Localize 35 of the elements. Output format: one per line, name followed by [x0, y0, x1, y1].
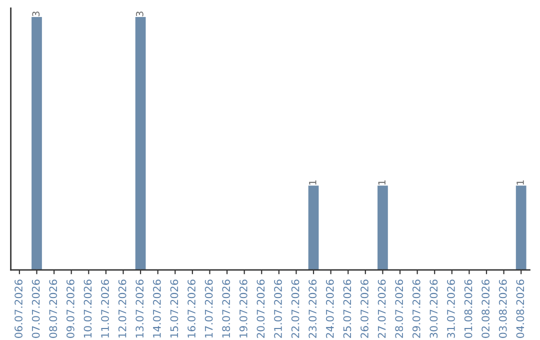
data-label: 3 — [136, 12, 144, 16]
x-tick-label: 10.07.2026 — [84, 280, 92, 338]
x-tick-label: 16.07.2026 — [188, 280, 196, 338]
x-tick-label: 02.08.2026 — [482, 280, 490, 338]
x-tick-label: 01.08.2026 — [464, 280, 472, 338]
x-tick-label: 19.07.2026 — [239, 280, 248, 338]
x-tick-label: 23.07.2026 — [308, 280, 317, 338]
data-label: 1 — [378, 180, 386, 185]
x-tick-label: 14.07.2026 — [152, 280, 161, 338]
x-tick-label: 11.07.2026 — [101, 280, 109, 338]
x-tick-label: 07.07.2026 — [32, 280, 40, 338]
data-label: 1 — [309, 180, 316, 185]
x-tick-label: 21.07.2026 — [274, 280, 282, 338]
data-label: 3 — [32, 12, 40, 16]
x-tick-label: 20.07.2026 — [256, 280, 265, 338]
x-tick-label: 18.07.2026 — [222, 280, 230, 338]
x-tick-label: 15.07.2026 — [170, 280, 178, 338]
data-label: 1 — [516, 180, 524, 185]
x-tick-label: 31.07.2026 — [447, 280, 455, 338]
x-tick-label: 17.07.2026 — [204, 280, 213, 338]
x-tick-label: 25.07.2026 — [343, 280, 352, 338]
x-tick-label: 03.08.2026 — [498, 280, 507, 338]
x-tick-label: 12.07.2026 — [118, 280, 126, 338]
x-tick-label: 29.07.2026 — [412, 280, 420, 338]
x-tick-label: 22.07.2026 — [291, 280, 300, 338]
x-tick-label: 04.08.2026 — [516, 280, 524, 338]
x-tick-label: 27.07.2026 — [378, 280, 386, 338]
x-tick-label: 06.07.2026 — [14, 280, 22, 338]
x-tick-label: 24.07.2026 — [326, 280, 334, 338]
x-tick-label: 08.07.2026 — [49, 280, 58, 338]
x-tick-label: 09.07.2026 — [66, 280, 74, 338]
x-tick-label: 26.07.2026 — [360, 280, 368, 338]
x-tick-label: 28.07.2026 — [395, 280, 404, 338]
x-tick-label: 13.07.2026 — [136, 280, 144, 338]
x-tick-label: 30.07.2026 — [430, 280, 438, 338]
